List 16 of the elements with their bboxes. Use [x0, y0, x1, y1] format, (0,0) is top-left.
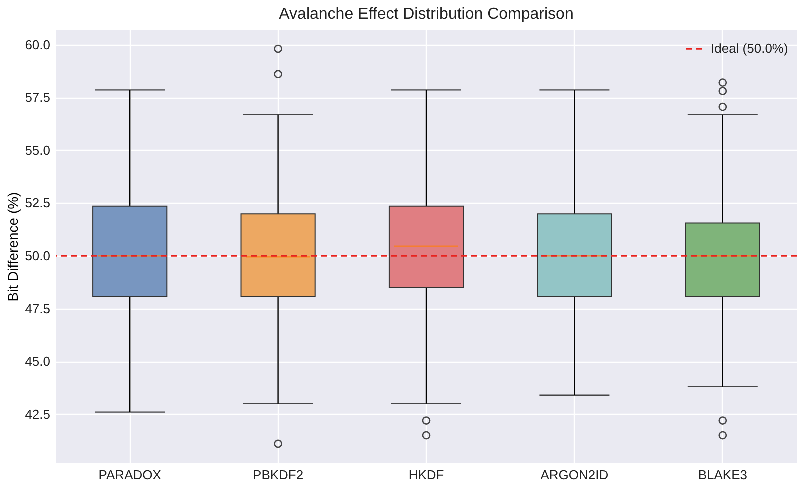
- x-tick-label: ARGON2ID: [540, 468, 609, 482]
- chart-title: Avalanche Effect Distribution Comparison: [279, 6, 574, 23]
- y-tick-label: 60.0: [25, 37, 50, 52]
- y-tick-label: 47.5: [25, 301, 50, 316]
- y-tick-label: 50.0: [25, 248, 50, 264]
- y-tick-label: 55.0: [25, 142, 50, 158]
- legend-label: Ideal (50.0%): [711, 41, 788, 56]
- x-tick-label: PBKDF2: [253, 468, 304, 482]
- x-tick-label: PARADOX: [98, 468, 162, 482]
- x-tick-label: BLAKE3: [698, 468, 748, 482]
- y-tick-label: 57.5: [25, 90, 50, 106]
- y-axis-title: Bit Difference (%): [5, 192, 22, 302]
- y-tick-label: 45.0: [25, 354, 50, 370]
- y-tick-label: 52.5: [25, 196, 50, 211]
- y-tick-label: 42.5: [25, 406, 50, 422]
- x-tick-label: HKDF: [408, 468, 444, 482]
